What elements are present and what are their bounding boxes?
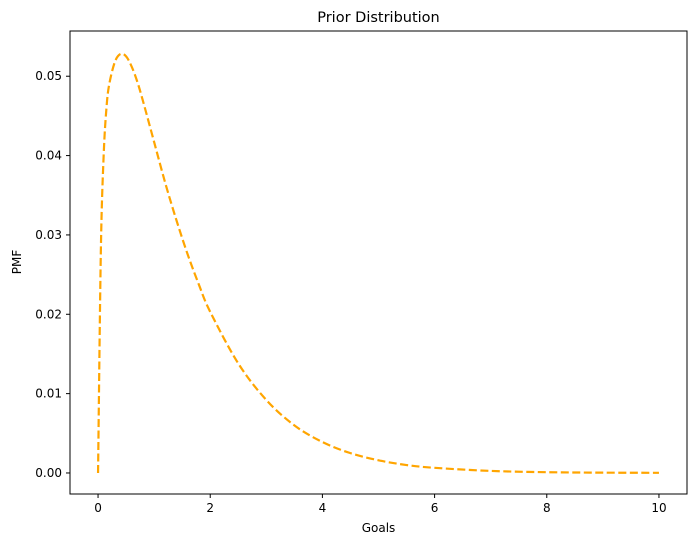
y-axis: 0.00 0.01 0.02 0.03 0.04 0.05 — [35, 69, 70, 480]
x-tick-label: 0 — [94, 501, 102, 515]
x-tick-label: 6 — [431, 501, 439, 515]
y-tick-label: 0.04 — [35, 149, 62, 163]
x-axis: 0 2 4 6 8 10 — [94, 494, 667, 515]
y-tick-label: 0.05 — [35, 69, 62, 83]
plot-area — [70, 31, 687, 494]
x-tick-label: 2 — [206, 501, 214, 515]
series-layer — [96, 52, 659, 474]
y-tick-label: 0.01 — [35, 387, 62, 401]
y-tick-label: 0.03 — [35, 228, 62, 242]
plot-frame — [69, 30, 688, 495]
x-tick-label: 4 — [319, 501, 327, 515]
y-axis-label: PMF — [10, 250, 24, 275]
chart-title: Prior Distribution — [317, 10, 440, 26]
x-tick-label: 10 — [651, 501, 666, 515]
x-axis-label: Goals — [362, 521, 396, 535]
y-tick-label: 0.00 — [35, 466, 62, 480]
series-line — [96, 52, 659, 474]
y-tick-label: 0.02 — [35, 307, 62, 321]
x-tick-label: 8 — [543, 501, 551, 515]
